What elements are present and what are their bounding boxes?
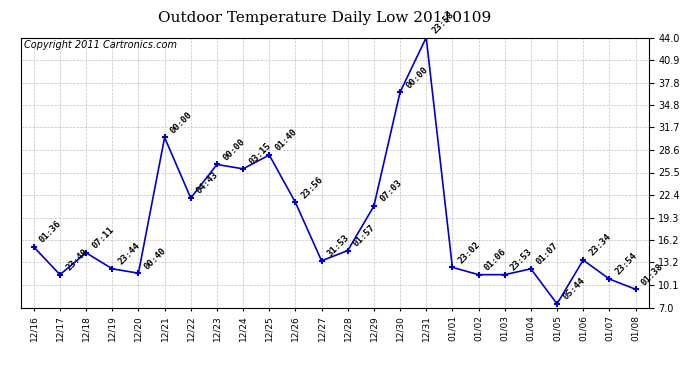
Text: 01:40: 01:40 xyxy=(273,128,299,153)
Text: 23:44: 23:44 xyxy=(117,241,142,267)
Text: 03:15: 03:15 xyxy=(247,141,273,166)
Text: 07:11: 07:11 xyxy=(90,225,116,251)
Text: 23:54: 23:54 xyxy=(613,252,639,277)
Text: 23:53: 23:53 xyxy=(509,247,534,273)
Text: 23:34: 23:34 xyxy=(587,232,613,258)
Text: 07:03: 07:03 xyxy=(378,178,404,204)
Text: 01:38: 01:38 xyxy=(640,262,665,287)
Text: 01:06: 01:06 xyxy=(483,247,508,273)
Text: 00:00: 00:00 xyxy=(404,65,430,90)
Text: Copyright 2011 Cartronics.com: Copyright 2011 Cartronics.com xyxy=(24,40,177,50)
Text: 00:40: 00:40 xyxy=(143,246,168,271)
Text: 01:07: 01:07 xyxy=(535,241,560,267)
Text: 01:57: 01:57 xyxy=(352,223,377,248)
Text: 04:43: 04:43 xyxy=(195,171,220,196)
Text: 00:00: 00:00 xyxy=(221,137,246,162)
Text: 23:40: 23:40 xyxy=(64,247,90,273)
Text: 01:36: 01:36 xyxy=(38,219,63,245)
Text: 23:56: 23:56 xyxy=(299,175,325,200)
Text: 31:53: 31:53 xyxy=(326,233,351,259)
Text: 00:00: 00:00 xyxy=(169,110,194,135)
Text: 05:44: 05:44 xyxy=(561,276,586,302)
Text: 23:02: 23:02 xyxy=(457,240,482,265)
Text: Outdoor Temperature Daily Low 20110109: Outdoor Temperature Daily Low 20110109 xyxy=(158,11,491,25)
Text: 23:58: 23:58 xyxy=(431,10,456,35)
